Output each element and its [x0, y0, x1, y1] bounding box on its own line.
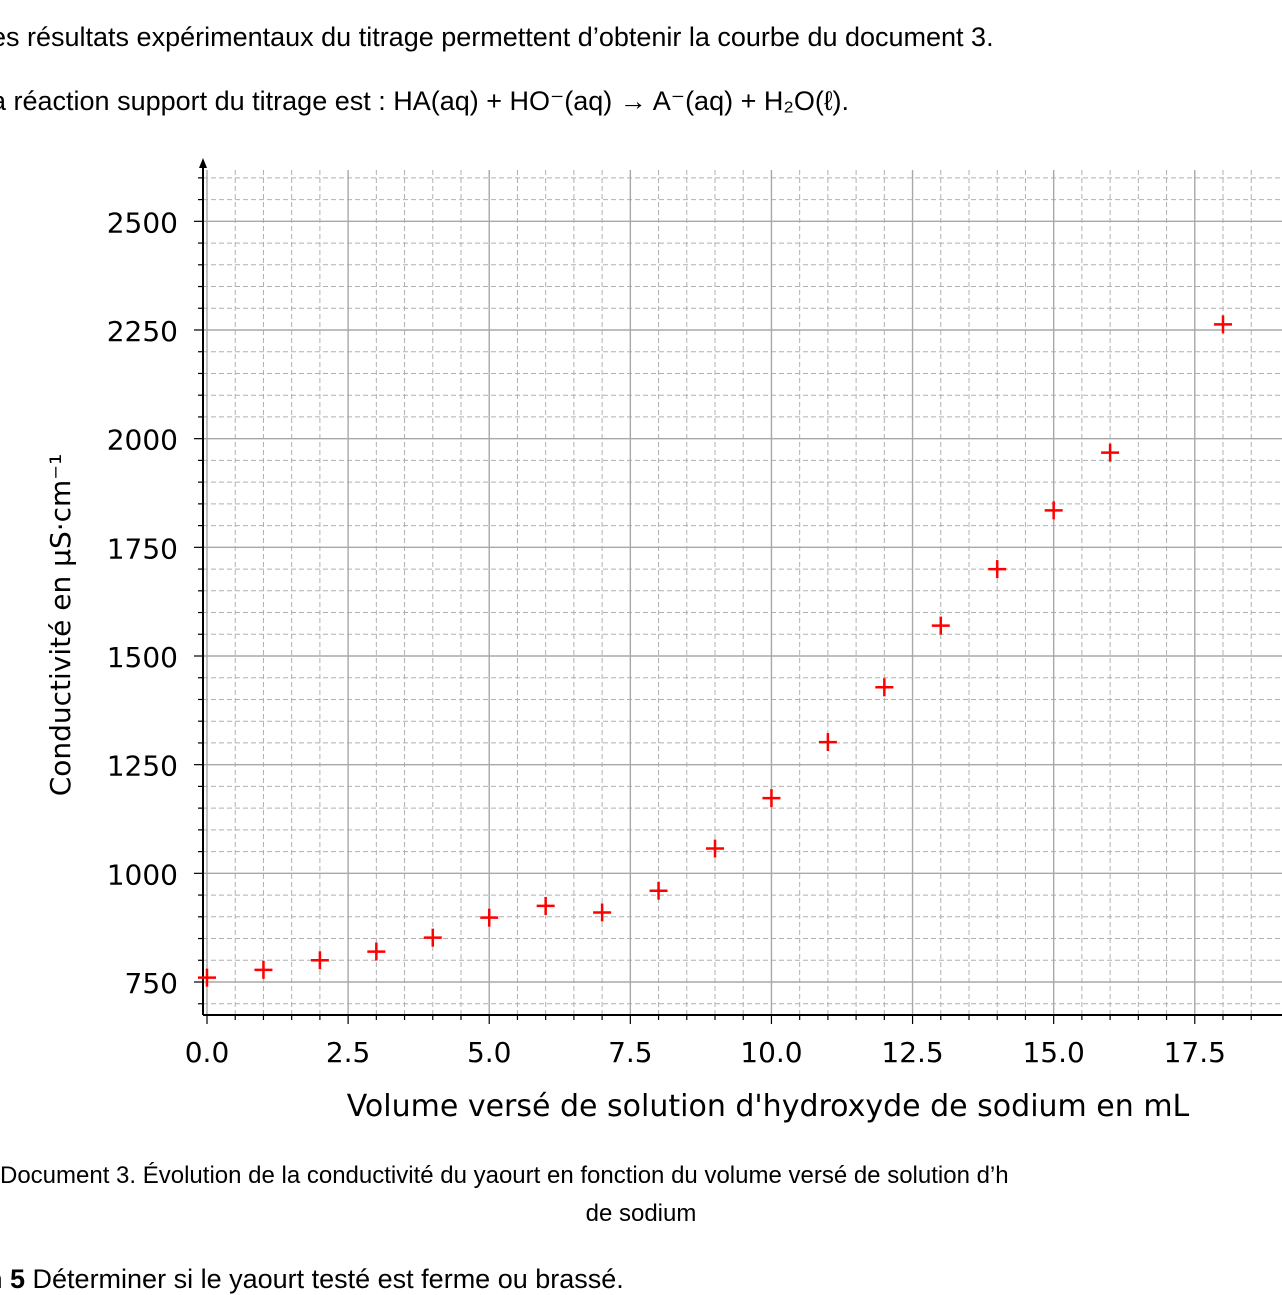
data-point: [423, 928, 442, 947]
data-point: [762, 789, 781, 808]
data-point: [593, 903, 612, 922]
data-point: [1044, 501, 1063, 520]
data-point: [254, 960, 273, 979]
data-point: [931, 616, 950, 635]
data-point: [818, 733, 837, 752]
data-point: [198, 968, 216, 987]
y-tick-label: 1500: [107, 641, 178, 674]
data-point: [1101, 443, 1120, 462]
y-tick-label: 2000: [107, 424, 178, 457]
x-tick-label: 0.0: [185, 1036, 230, 1069]
minor-grid: [203, 170, 1282, 1015]
data-point: [875, 678, 894, 697]
question-text: Déterminer si le yaourt testé est ferme …: [32, 1264, 624, 1294]
data-point: [988, 560, 1007, 579]
x-tick-labels: 0.0 2.5 5.0 7.5 10.0 12.5 15.0 17.5: [185, 1036, 1226, 1069]
data-point: [1214, 315, 1232, 334]
y-tick-label: 2250: [107, 315, 178, 348]
y-tick-label: 1750: [107, 532, 178, 565]
x-tick-label: 5.0: [467, 1036, 512, 1069]
tick-marks: [194, 177, 1252, 1024]
figure-caption-line-1: Document 3. Évolution de la conductivité…: [0, 1162, 1009, 1189]
intro-line-1: es résultats expérimentaux du titrage pe…: [0, 22, 994, 52]
data-points: [198, 315, 1232, 987]
x-tick-label: 15.0: [1022, 1036, 1084, 1069]
data-point: [706, 839, 724, 858]
data-point: [536, 896, 555, 915]
y-tick-label: 1000: [107, 858, 178, 891]
intro-line-2: a réaction support du titrage est : HA(a…: [0, 86, 850, 116]
x-axis-label: Volume versé de solution d'hydroxyde de …: [347, 1089, 1190, 1124]
data-point: [480, 908, 499, 927]
y-tick-labels: 750 1000 1250 1500 1750 2000 2250 2500: [107, 206, 178, 1000]
y-axis-label: Conductivité en µS·cm⁻¹: [44, 454, 77, 797]
x-tick-label: 12.5: [881, 1036, 943, 1069]
conductivity-chart: 0.0 2.5 5.0 7.5 10.0 12.5 15.0 17.5 750 1000 1250…: [44, 158, 1282, 1124]
y-tick-label: 2500: [107, 206, 178, 239]
figure-caption-line-2: de sodium: [585, 1200, 697, 1227]
major-grid: [203, 170, 1282, 1015]
y-axis-arrow: [199, 158, 207, 168]
y-tick-label: 750: [125, 967, 178, 1000]
question-number: n 5: [0, 1264, 26, 1294]
data-point: [649, 881, 668, 900]
y-tick-label: 1250: [107, 750, 178, 783]
x-tick-label: 7.5: [608, 1036, 653, 1069]
x-tick-label: 2.5: [326, 1036, 371, 1069]
data-point: [367, 942, 386, 961]
x-tick-label: 10.0: [740, 1036, 802, 1069]
data-point: [310, 951, 329, 970]
x-tick-label: 17.5: [1164, 1036, 1226, 1069]
question-5: n 5 Déterminer si le yaourt testé est fe…: [0, 1264, 624, 1295]
